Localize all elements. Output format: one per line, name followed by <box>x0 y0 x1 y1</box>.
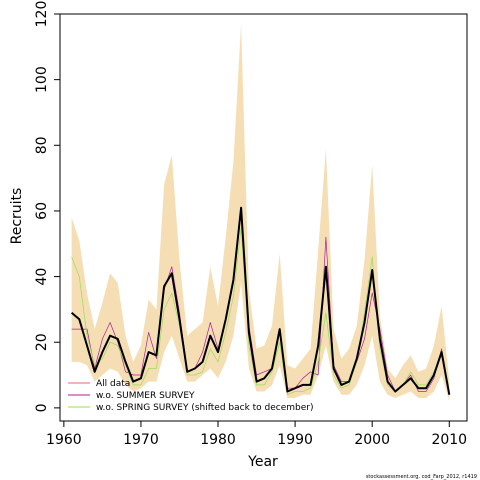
legend: All data w.o. SUMMER SURVEY w.o. SPRING SU… <box>68 379 314 413</box>
legend-label-w-o-summer-survey: w.o. SUMMER SURVEY <box>96 391 195 401</box>
y-tick-label-80: 80 <box>34 136 50 154</box>
x-tick-label-2010: 2010 <box>431 432 467 448</box>
plot-frame <box>59 13 468 422</box>
series-layer <box>70 206 451 396</box>
y-tick-label-0: 0 <box>34 403 50 412</box>
y-tick-label-20: 20 <box>34 333 50 351</box>
x-tick-label-1970: 1970 <box>123 432 159 448</box>
x-tick-label-2000: 2000 <box>354 432 390 448</box>
y-tick-label-40: 40 <box>34 268 50 286</box>
x-axis-title: Year <box>247 454 278 470</box>
y-axis: 0 20 40 60 80 100 120 <box>34 1 60 412</box>
confidence-band-layer <box>71 23 450 402</box>
confidence-band <box>71 23 450 402</box>
legend-label-all-data: All data <box>96 379 130 389</box>
series-line-all-data <box>70 206 451 395</box>
x-tick-label-1960: 1960 <box>46 432 82 448</box>
y-tick-label-120: 120 <box>34 1 50 28</box>
footer-credit: stockassessment.org, cod_Farp_2012, r141… <box>366 474 477 480</box>
y-axis-title: Recruits <box>9 188 25 245</box>
y-tick-label-100: 100 <box>34 66 50 93</box>
legend-label-w-o-spring-survey-shifted-back-to-december: w.o. SPRING SURVEY (shifted back to dece… <box>96 403 314 413</box>
series-line-w-o-summer-survey <box>71 207 450 395</box>
y-tick-label-60: 60 <box>34 202 50 220</box>
x-tick-label-1980: 1980 <box>200 432 236 448</box>
x-axis: 1960 1970 1980 1990 2000 2010 <box>46 421 467 448</box>
x-tick-label-1990: 1990 <box>277 432 313 448</box>
